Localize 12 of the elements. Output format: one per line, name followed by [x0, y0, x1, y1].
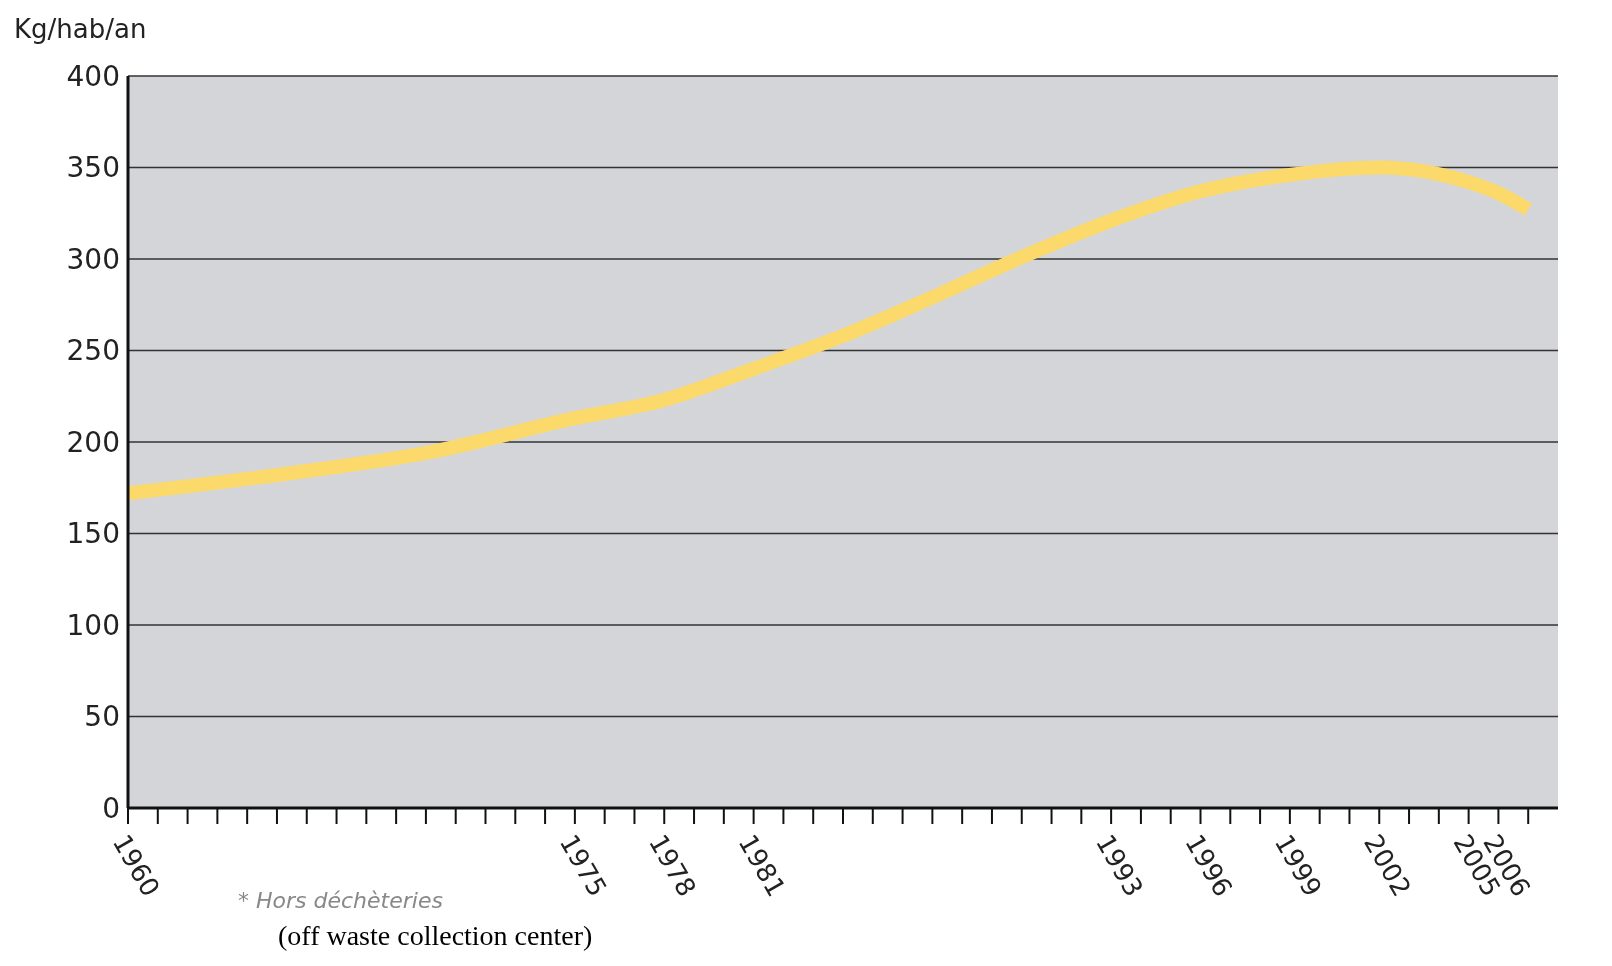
y-tick-label: 50 — [84, 700, 120, 734]
y-tick-label: 400 — [66, 59, 120, 93]
y-axis-title: Kg/hab/an — [14, 14, 147, 44]
y-tick-label: 150 — [66, 517, 120, 551]
y-tick-label: 0 — [102, 791, 120, 825]
y-tick-label: 100 — [66, 608, 120, 642]
text: * Hors déchèteries — [238, 888, 443, 913]
text: (off waste collection center) — [278, 920, 593, 952]
y-tick-label: 300 — [66, 242, 120, 276]
y-tick-label: 350 — [66, 151, 120, 185]
y-tick-label: 200 — [66, 425, 120, 459]
y-tick-label: 250 — [66, 334, 120, 368]
